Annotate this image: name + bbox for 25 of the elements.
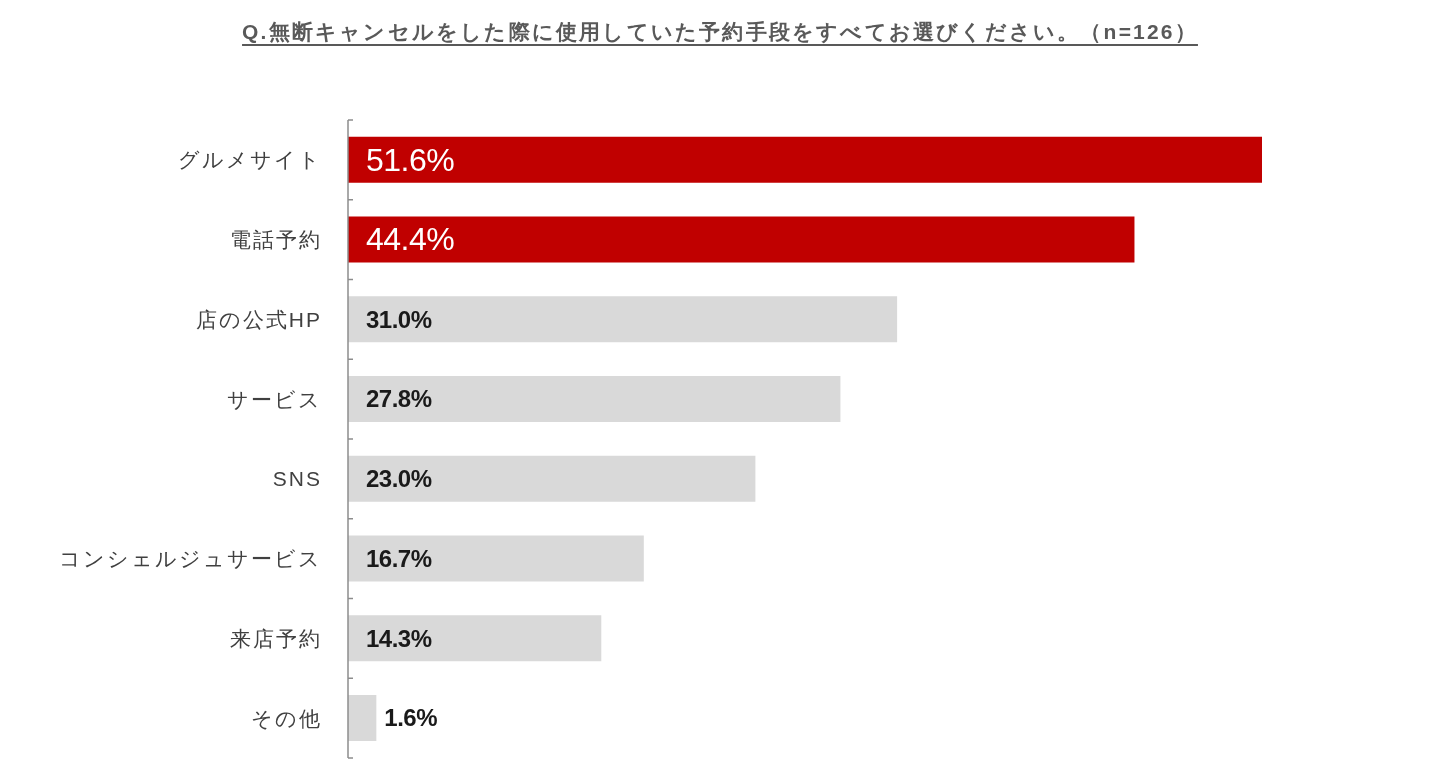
bar	[348, 296, 898, 343]
data-label: 31.0%	[366, 305, 432, 333]
y-tick-label: サービス	[227, 387, 322, 411]
chart-title: Q.無断キャンセルをした際に使用していた予約手段をすべてお選びください。（n=126）	[242, 20, 1198, 43]
bar	[348, 376, 841, 422]
y-tick-label: 来店予約	[230, 626, 322, 650]
bar	[348, 615, 602, 662]
data-label: 44.4%	[366, 221, 455, 258]
bar	[348, 535, 644, 582]
bar	[348, 216, 1135, 263]
bar	[348, 695, 377, 741]
data-label: 27.8%	[366, 385, 432, 413]
y-tick-label: 店の公式HP	[195, 307, 322, 331]
y-tick-label: その他	[251, 706, 322, 730]
y-tick-label: コンシェルジュサービス	[59, 547, 322, 571]
y-tick-label: グルメサイト	[178, 148, 322, 172]
data-label: 23.0%	[366, 465, 432, 493]
data-label: 1.6%	[384, 704, 438, 732]
bar	[348, 455, 756, 502]
data-label: 16.7%	[366, 545, 432, 572]
y-tick-label: 電話予約	[230, 228, 322, 252]
data-label: 51.6%	[366, 141, 455, 178]
data-label: 14.3%	[366, 624, 432, 652]
bar	[348, 136, 1262, 183]
y-tick-label: SNS	[272, 467, 322, 491]
